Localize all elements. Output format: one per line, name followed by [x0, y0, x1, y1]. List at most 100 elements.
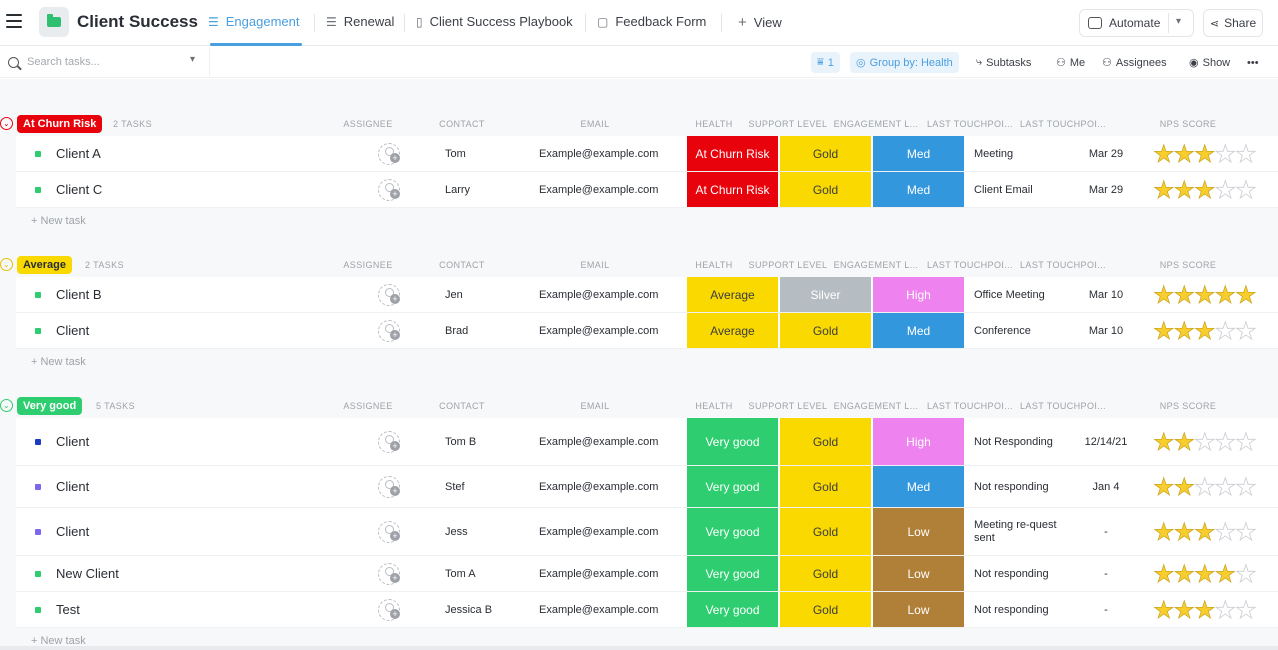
new-task-button[interactable]: + New task	[31, 635, 86, 647]
table-row[interactable]: Client Jess Example@example.com Very goodGo…	[16, 508, 1278, 556]
task-name[interactable]: Client	[56, 323, 90, 338]
email-cell[interactable]: Example@example.com	[539, 604, 659, 616]
space-title[interactable]: Client Success	[77, 12, 198, 31]
column-header[interactable]: CONTACT	[439, 119, 485, 129]
support-level-cell[interactable]: Gold	[780, 136, 872, 171]
nps-score-rating[interactable]: ★★★★★	[1153, 176, 1257, 205]
chevron-down-icon[interactable]: ▾	[1176, 16, 1182, 27]
add-assignee-icon[interactable]	[378, 476, 400, 498]
more-options-button[interactable]: •••	[1241, 52, 1265, 73]
engagement-level-cell[interactable]: Low	[873, 508, 965, 555]
collapse-toggle-icon[interactable]: ⌄	[0, 399, 13, 412]
engagement-level-cell[interactable]: Med	[873, 172, 965, 207]
star-icon[interactable]: ★	[1194, 141, 1216, 169]
column-header[interactable]: LAST TOUCHPOI...	[1020, 119, 1106, 129]
star-icon[interactable]: ★	[1235, 474, 1257, 502]
last-touchpoint-date-cell[interactable]: Mar 10	[1088, 325, 1124, 337]
last-touchpoint-date-cell[interactable]: -	[1104, 526, 1108, 538]
health-cell[interactable]: Average	[687, 313, 779, 348]
support-level-cell[interactable]: Gold	[780, 556, 872, 591]
collapse-toggle-icon[interactable]: ⌄	[0, 258, 13, 271]
column-header[interactable]: NPS SCORE	[1159, 260, 1217, 270]
column-header[interactable]: NPS SCORE	[1159, 119, 1217, 129]
column-header[interactable]: ENGAGEMENT L...	[833, 401, 919, 411]
star-icon[interactable]: ★	[1235, 561, 1257, 589]
group-by-button[interactable]: ◎ Group by: Health	[850, 52, 959, 73]
status-dot-icon[interactable]	[35, 607, 41, 613]
table-row[interactable]: Client Stef Example@example.com Very goodGo…	[16, 466, 1278, 508]
table-row[interactable]: Test Jessica B Example@example.com Very goo…	[16, 592, 1278, 628]
table-row[interactable]: New Client Tom A Example@example.com Very g…	[16, 556, 1278, 592]
column-header[interactable]: EMAIL	[580, 260, 610, 270]
add-assignee-icon[interactable]	[378, 563, 400, 585]
last-touchpoint-date-cell[interactable]: Mar 29	[1088, 184, 1124, 196]
subtasks-button[interactable]: ⤷ Subtasks	[970, 52, 1037, 73]
task-name[interactable]: Client C	[56, 182, 103, 197]
last-touchpoint-date-cell[interactable]: -	[1104, 568, 1108, 580]
email-cell[interactable]: Example@example.com	[539, 184, 659, 196]
table-row[interactable]: Client Brad Example@example.com AverageGold…	[16, 313, 1278, 349]
email-cell[interactable]: Example@example.com	[539, 526, 659, 538]
email-cell[interactable]: Example@example.com	[539, 481, 659, 493]
nps-score-rating[interactable]: ★★★★★	[1153, 428, 1257, 457]
new-task-button[interactable]: + New task	[31, 215, 86, 227]
nps-score-rating[interactable]: ★★★★★	[1153, 281, 1257, 310]
nps-score-rating[interactable]: ★★★★★	[1153, 473, 1257, 502]
star-icon[interactable]: ★	[1173, 561, 1195, 589]
add-assignee-icon[interactable]	[378, 320, 400, 342]
star-icon[interactable]: ★	[1153, 429, 1175, 457]
star-icon[interactable]: ★	[1194, 561, 1216, 589]
group-status-pill[interactable]: Average	[17, 256, 73, 274]
star-icon[interactable]: ★	[1214, 318, 1236, 346]
star-icon[interactable]: ★	[1194, 318, 1216, 346]
status-dot-icon[interactable]	[35, 292, 41, 298]
add-assignee-icon[interactable]	[378, 431, 400, 453]
last-touchpoint-date-cell[interactable]: 12/14/21	[1084, 436, 1128, 448]
star-icon[interactable]: ★	[1153, 474, 1175, 502]
status-dot-icon[interactable]	[35, 571, 41, 577]
tab-client-success-playbook[interactable]: ▯ Client Success Playbook	[416, 14, 573, 29]
health-cell[interactable]: At Churn Risk	[687, 172, 779, 207]
add-assignee-icon[interactable]	[378, 143, 400, 165]
email-cell[interactable]: Example@example.com	[539, 289, 659, 301]
task-name[interactable]: Client	[56, 524, 90, 539]
last-touchpoint-cell[interactable]: Office Meeting	[974, 289, 1045, 301]
star-icon[interactable]: ★	[1214, 597, 1236, 625]
contact-cell[interactable]: Tom B	[445, 436, 477, 448]
star-icon[interactable]: ★	[1194, 177, 1216, 205]
star-icon[interactable]: ★	[1173, 141, 1195, 169]
search-input[interactable]: Search tasks... ▾	[0, 48, 210, 76]
last-touchpoint-cell[interactable]: Conference	[974, 325, 1031, 337]
show-button[interactable]: ◉ Show	[1183, 52, 1236, 73]
column-header[interactable]: CONTACT	[439, 260, 485, 270]
email-cell[interactable]: Example@example.com	[539, 325, 659, 337]
column-header[interactable]: ASSIGNEE	[343, 119, 393, 129]
star-icon[interactable]: ★	[1153, 561, 1175, 589]
last-touchpoint-date-cell[interactable]: Jan 4	[1092, 481, 1120, 493]
engagement-level-cell[interactable]: High	[873, 277, 965, 312]
star-icon[interactable]: ★	[1173, 597, 1195, 625]
column-header[interactable]: SUPPORT LEVEL	[748, 401, 828, 411]
star-icon[interactable]: ★	[1153, 282, 1175, 310]
folder-icon[interactable]	[39, 7, 69, 37]
nps-score-rating[interactable]: ★★★★★	[1153, 140, 1257, 169]
star-icon[interactable]: ★	[1235, 141, 1257, 169]
health-cell[interactable]: Very good	[687, 466, 779, 507]
last-touchpoint-cell[interactable]: Not responding	[974, 481, 1049, 493]
table-row[interactable]: Client Tom B Example@example.com Very goodG…	[16, 418, 1278, 466]
star-icon[interactable]: ★	[1235, 597, 1257, 625]
add-assignee-icon[interactable]	[378, 284, 400, 306]
engagement-level-cell[interactable]: Med	[873, 466, 965, 507]
chevron-down-icon[interactable]: ▾	[190, 54, 196, 65]
column-header[interactable]: EMAIL	[580, 401, 610, 411]
star-icon[interactable]: ★	[1194, 429, 1216, 457]
status-dot-icon[interactable]	[35, 529, 41, 535]
star-icon[interactable]: ★	[1173, 177, 1195, 205]
column-header[interactable]: LAST TOUCHPOI...	[1020, 260, 1106, 270]
column-header[interactable]: LAST TOUCHPOI...	[1020, 401, 1106, 411]
collapse-toggle-icon[interactable]: ⌄	[0, 117, 13, 130]
health-cell[interactable]: Very good	[687, 556, 779, 591]
last-touchpoint-cell[interactable]: Meeting re-quest sent	[974, 519, 1057, 544]
engagement-level-cell[interactable]: High	[873, 418, 965, 465]
star-icon[interactable]: ★	[1235, 429, 1257, 457]
